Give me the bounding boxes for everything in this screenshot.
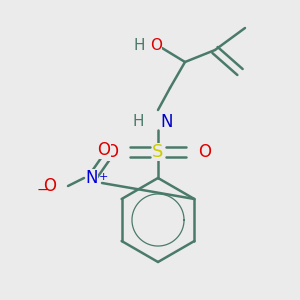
Text: +: + xyxy=(99,172,108,182)
Text: N: N xyxy=(160,113,172,131)
Text: −: − xyxy=(36,183,48,197)
Text: O: O xyxy=(198,143,211,161)
Text: H: H xyxy=(133,115,144,130)
Text: S: S xyxy=(152,143,164,161)
Text: H: H xyxy=(134,38,145,53)
Text: O: O xyxy=(105,143,118,161)
Text: O: O xyxy=(98,141,110,159)
Text: O: O xyxy=(150,38,162,53)
Text: O: O xyxy=(43,177,56,195)
Text: N: N xyxy=(86,169,98,187)
